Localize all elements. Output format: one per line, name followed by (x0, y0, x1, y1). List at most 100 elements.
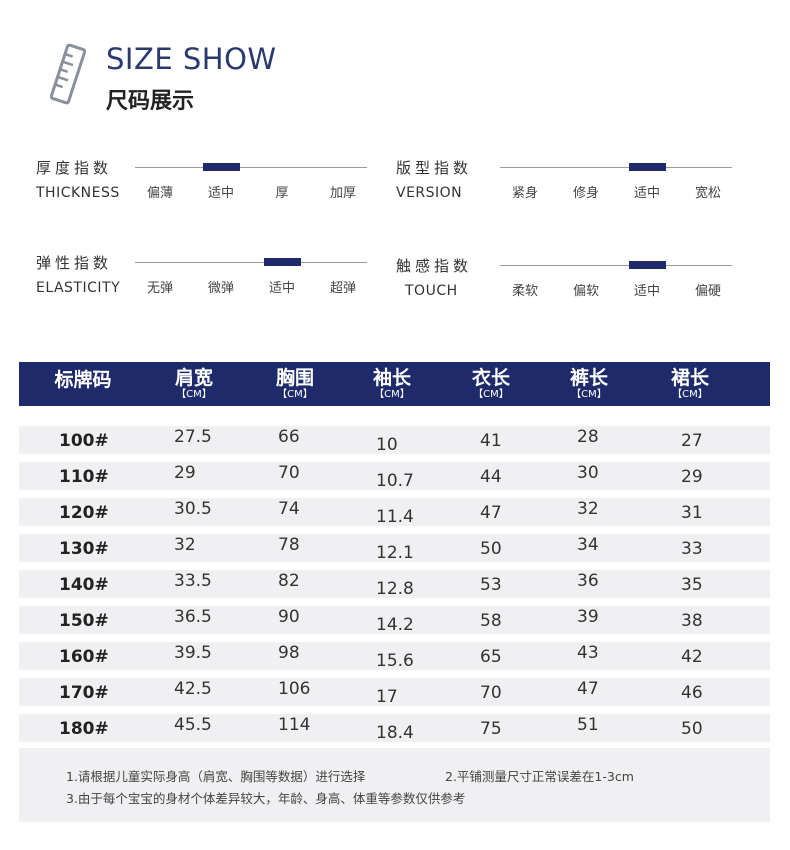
indicator-option: 偏薄 (146, 186, 173, 201)
measurement-cell: 12.8 (376, 579, 414, 599)
column-header-label: 肩宽 (174, 367, 213, 389)
size-label: 140# (59, 575, 109, 595)
measurement-cell: 36.5 (174, 607, 212, 627)
indicator-scale-line (500, 265, 732, 266)
column-header-unit: 【CM】 (374, 389, 410, 400)
note-3: 3.由于每个宝宝的身材个体差异较大，年龄、身高、体重等参数仅供参考 (66, 791, 466, 806)
indicator-name-cn: 触感指数 (396, 257, 473, 275)
column-header: 裙长 【CM】 (650, 362, 730, 401)
column-header: 衣长 【CM】 (451, 362, 531, 401)
indicator-option: 适中 (207, 186, 234, 201)
indicator-option: 微弹 (207, 281, 234, 296)
indicator-name-en: VERSION (396, 185, 463, 201)
size-label: 110# (59, 467, 109, 487)
indicator-option: 适中 (633, 186, 660, 201)
measurement-cell: 106 (278, 679, 311, 699)
indicator-name-en: ELASTICITY (36, 280, 121, 296)
column-header: 裤长 【CM】 (549, 362, 629, 401)
measurement-cell: 33.5 (174, 571, 212, 591)
column-header-unit: 【CM】 (176, 389, 212, 400)
indicator-option: 偏硬 (694, 284, 721, 299)
measurement-cell: 65 (480, 647, 502, 667)
column-header: 袖长 【CM】 (352, 362, 432, 401)
indicator-name-cn: 弹性指数 (36, 254, 113, 272)
column-header-label: 标牌码 (54, 369, 112, 391)
measurement-cell: 70 (278, 463, 300, 483)
measurement-cell: 10.7 (376, 471, 414, 491)
column-header-label: 裙长 (670, 367, 709, 389)
column-header-unit: 【CM】 (277, 389, 313, 400)
measurement-cell: 50 (681, 719, 703, 739)
measurement-cell: 36 (577, 571, 599, 591)
measurement-cell: 10 (376, 435, 398, 455)
table-row: 150# 36.5 90 14.2 58 39 38 (19, 606, 770, 635)
measurement-cell: 114 (278, 715, 311, 735)
size-label: 160# (59, 647, 109, 667)
measurement-cell: 53 (480, 575, 502, 595)
size-label: 150# (59, 611, 109, 631)
measurement-cell: 50 (480, 539, 502, 559)
indicator-option: 修身 (572, 186, 599, 201)
indicator-option: 适中 (268, 281, 295, 296)
indicator-option: 柔软 (511, 284, 538, 299)
measurement-cell: 90 (278, 607, 300, 627)
size-table-header: 标牌码 肩宽 【CM】 胸围 【CM】 袖长 【CM】 衣长 【CM】 裤长 【CM】 裙长 【CM】 (19, 362, 770, 406)
measurement-cell: 17 (376, 687, 398, 707)
size-label: 180# (59, 719, 109, 739)
measurement-cell: 58 (480, 611, 502, 631)
indicator-option: 偏软 (572, 284, 599, 299)
measurement-cell: 44 (480, 467, 502, 487)
measurement-cell: 74 (278, 499, 300, 519)
measurement-cell: 70 (480, 683, 502, 703)
column-header-unit: 【CM】 (473, 389, 509, 400)
column-header-label: 袖长 (372, 367, 411, 389)
measurement-cell: 18.4 (376, 723, 414, 743)
table-row: 140# 33.5 82 12.8 53 36 35 (19, 570, 770, 599)
measurement-cell: 82 (278, 571, 300, 591)
measurement-cell: 11.4 (376, 507, 414, 527)
measurement-cell: 29 (681, 467, 703, 487)
measurement-cell: 43 (577, 643, 599, 663)
indicator-option: 厚 (275, 186, 289, 201)
measurement-cell: 42 (681, 647, 703, 667)
measurement-cell: 15.6 (376, 651, 414, 671)
measurement-cell: 27 (681, 431, 703, 451)
measurement-cell: 78 (278, 535, 300, 555)
column-header: 标牌码 (43, 362, 123, 391)
table-row: 160# 39.5 98 15.6 65 43 42 (19, 642, 770, 671)
indicator-scale-line (135, 262, 367, 263)
indicator-option: 适中 (633, 284, 660, 299)
measurement-cell: 12.1 (376, 543, 414, 563)
column-header-unit: 【CM】 (672, 389, 708, 400)
measurement-cell: 35 (681, 575, 703, 595)
column-header-label: 裤长 (569, 367, 608, 389)
table-row: 170# 42.5 106 17 70 47 46 (19, 678, 770, 707)
indicator-option: 紧身 (511, 186, 538, 201)
measurement-cell: 30 (577, 463, 599, 483)
measurement-cell: 98 (278, 643, 300, 663)
indicator-name-en: TOUCH (405, 283, 458, 299)
size-label: 100# (59, 431, 109, 451)
note-2: 2.平铺测量尺寸正常误差在1-3cm (445, 769, 634, 784)
indicator-level-marker (264, 258, 301, 266)
measurement-cell: 28 (577, 427, 599, 447)
measurement-cell: 29 (174, 463, 196, 483)
size-label: 170# (59, 683, 109, 703)
table-row: 100# 27.5 66 10 41 28 27 (19, 426, 770, 455)
ruler-icon (50, 43, 86, 105)
size-label: 130# (59, 539, 109, 559)
page-title: SIZE SHOW (106, 42, 277, 76)
measurement-cell: 75 (480, 719, 502, 739)
table-row: 130# 32 78 12.1 50 34 33 (19, 534, 770, 563)
measurement-cell: 34 (577, 535, 599, 555)
indicator-level-marker (629, 261, 666, 269)
measurement-cell: 46 (681, 683, 703, 703)
indicator-name-en: THICKNESS (36, 185, 120, 201)
column-header-label: 胸围 (275, 367, 314, 389)
measurement-cell: 31 (681, 503, 703, 523)
measurement-cell: 51 (577, 715, 599, 735)
table-row: 180# 45.5 114 18.4 75 51 50 (19, 714, 770, 743)
indicator-option: 宽松 (694, 186, 721, 201)
measurement-cell: 30.5 (174, 499, 212, 519)
measurement-cell: 41 (480, 431, 502, 451)
